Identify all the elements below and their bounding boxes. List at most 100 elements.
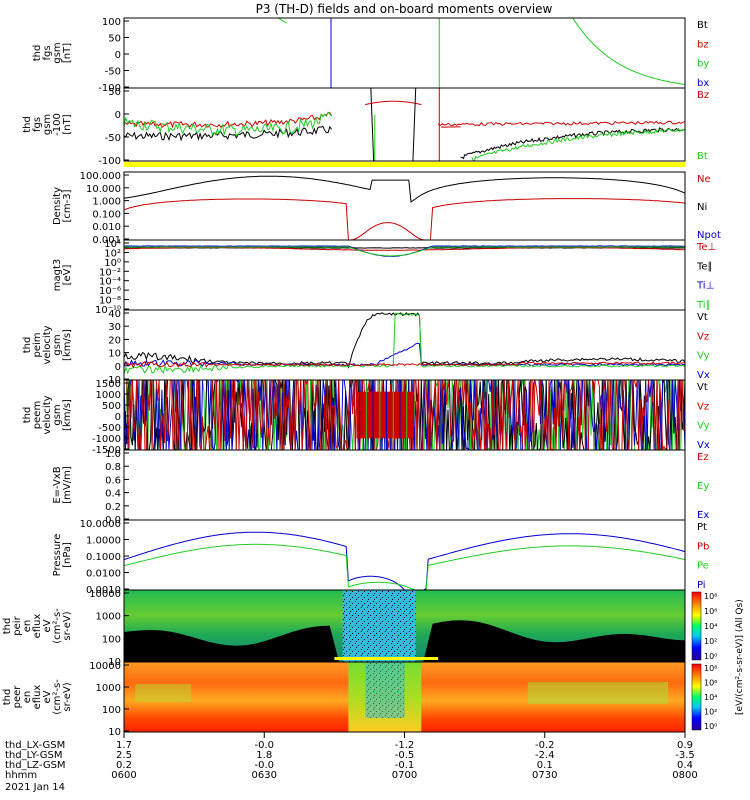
y-tick-label: 1000 (96, 683, 121, 694)
y-tick-label: 10⁻² (99, 267, 121, 278)
legend-entry: Vt (697, 312, 708, 323)
x-tick-label: 0700 (392, 770, 417, 781)
series-bt-centre-r (412, 88, 417, 161)
y-tick-label: -10 (105, 375, 121, 386)
y-tick-label: 1.0 (105, 449, 121, 460)
legend-entry: bx (697, 78, 709, 89)
colorbar-tick-label: 10⁴ (704, 622, 717, 631)
y-tick-label: 100 (102, 705, 121, 716)
y-axis-label: thdpeirenefluxeV(cm²-s-sr-eV) (2, 608, 73, 644)
x-row-name: hhmm (5, 770, 37, 781)
y-tick-label: 30 (108, 322, 121, 333)
y-axis-label: thdfgsgsm-100[nT] (22, 113, 73, 136)
colorbar-tick-label: 10⁶ (704, 679, 717, 688)
legend-entry: Vx (697, 440, 710, 451)
series-vx (124, 342, 685, 368)
y-tick-label: 0 (115, 110, 121, 121)
x-row-name: thd_LX-GSM (5, 740, 65, 751)
y-tick-label: 10⁻¹⁰ (95, 305, 121, 316)
x-tick-label: -0.1 (395, 760, 415, 771)
y-tick-label: 0 (115, 412, 121, 423)
colorbar-gradient (691, 591, 702, 661)
colorbar-tick-label: 10² (704, 637, 717, 646)
series-ne (124, 198, 685, 240)
colorbar-peer: 10⁸ 10⁶ 10⁴ 10² 10⁰ (691, 663, 717, 731)
x-tick-label: 0.9 (677, 740, 693, 751)
y-tick-label: -50 (105, 133, 121, 144)
series-vy (124, 312, 685, 375)
y-tick-label: 1.000 (92, 197, 121, 208)
legend-entry: Ni (697, 202, 707, 213)
y-tick-label: 10000 (89, 661, 121, 672)
panel-frame (123, 519, 686, 591)
y-tick-label: 0.2 (105, 502, 121, 513)
y-tick-label: 10000 (89, 589, 121, 600)
series-by-recovery (572, 18, 685, 85)
legend-entry: Pb (697, 541, 709, 552)
legend-entry: Ez (697, 452, 709, 463)
y-tick-label: 10⁻⁴ (99, 277, 121, 288)
flag-strip (124, 162, 685, 167)
legend-entry: Ti∥ (696, 300, 711, 311)
y-tick-label: 10⁴ (104, 239, 121, 250)
y-tick-label: 0.0 (105, 515, 121, 526)
y-tick-label: 10 (108, 727, 121, 738)
x-tick-label: -0.2 (535, 740, 555, 751)
peer-right-green (527, 682, 669, 704)
y-tick-label: 10² (104, 248, 121, 259)
x-tick-label: 1.8 (256, 750, 272, 761)
colorbar-tick-label: 10⁶ (704, 607, 717, 616)
y-tick-label: 0.0010 (86, 585, 121, 596)
legend-entry: Pe (697, 561, 709, 572)
legend-entry: Ne (697, 174, 711, 185)
peir-bottom-strip (334, 657, 439, 660)
y-tick-label: 10⁰ (104, 258, 121, 269)
series-bz-centre (365, 100, 422, 106)
y-tick-label: -100 (98, 83, 121, 94)
legend-entry: Npot (697, 230, 721, 241)
y-tick-label: 10⁻⁸ (99, 296, 121, 307)
legend-entry: Vy (697, 421, 710, 432)
panel-fgs: 100 50 0 -50 -100 thdfgsgsm[nT] Bt bz by bx (32, 17, 709, 94)
peir-dark-band (124, 620, 685, 662)
y-tick-label: 0.6 (105, 475, 121, 486)
legend-entry: Vz (697, 401, 709, 412)
x-tick-label: 1.7 (116, 740, 132, 751)
legend-entry: by (697, 59, 709, 70)
peir-centre-speckle (342, 590, 416, 662)
y-tick-label: 0.001 (92, 235, 121, 246)
y-tick-label: 500 (102, 401, 121, 412)
x-row-name: thd_LZ-GSM (5, 760, 66, 771)
legend-entry: Te∥ (696, 261, 713, 272)
y-tick-label: -1500 (92, 445, 121, 456)
y-axis-label: thdpeemvelocitygsm[km/s] (22, 395, 73, 434)
y-tick-label: 10.000 (86, 184, 121, 195)
y-tick-label: 1000 (96, 612, 121, 623)
y-tick-label: 0.100 (92, 209, 121, 220)
series-ni (124, 175, 685, 203)
y-tick-label: 1.0000 (86, 536, 121, 547)
panel-frame (123, 87, 686, 162)
y-tick-label: 10 (108, 657, 121, 668)
panel-frame (123, 449, 686, 521)
legend-entry: Vx (697, 370, 710, 381)
chart-title: P3 (TH-D) fields and on-board moments ov… (256, 2, 553, 16)
x-tick-label: -0.5 (395, 750, 415, 761)
legend-entry: Te⊥ (696, 242, 716, 253)
x-row-name: thd_LY-GSM (5, 750, 62, 761)
legend-entry: Vt (697, 382, 708, 393)
x-tick-label: 0.2 (116, 760, 132, 771)
x-tick-label: 0600 (111, 770, 136, 781)
x-tick-label: 2.5 (116, 750, 132, 761)
y-tick-label: 20 (108, 335, 121, 346)
y-tick-label: 100 (102, 17, 121, 28)
colorbar-tick-label: 10⁰ (704, 652, 717, 661)
y-tick-label: 50 (108, 87, 121, 98)
legend-entry: Ey (697, 481, 709, 492)
x-tick-label: 0630 (252, 770, 277, 781)
series-by-left (124, 111, 332, 138)
x-tick-label: -0.0 (254, 740, 274, 751)
